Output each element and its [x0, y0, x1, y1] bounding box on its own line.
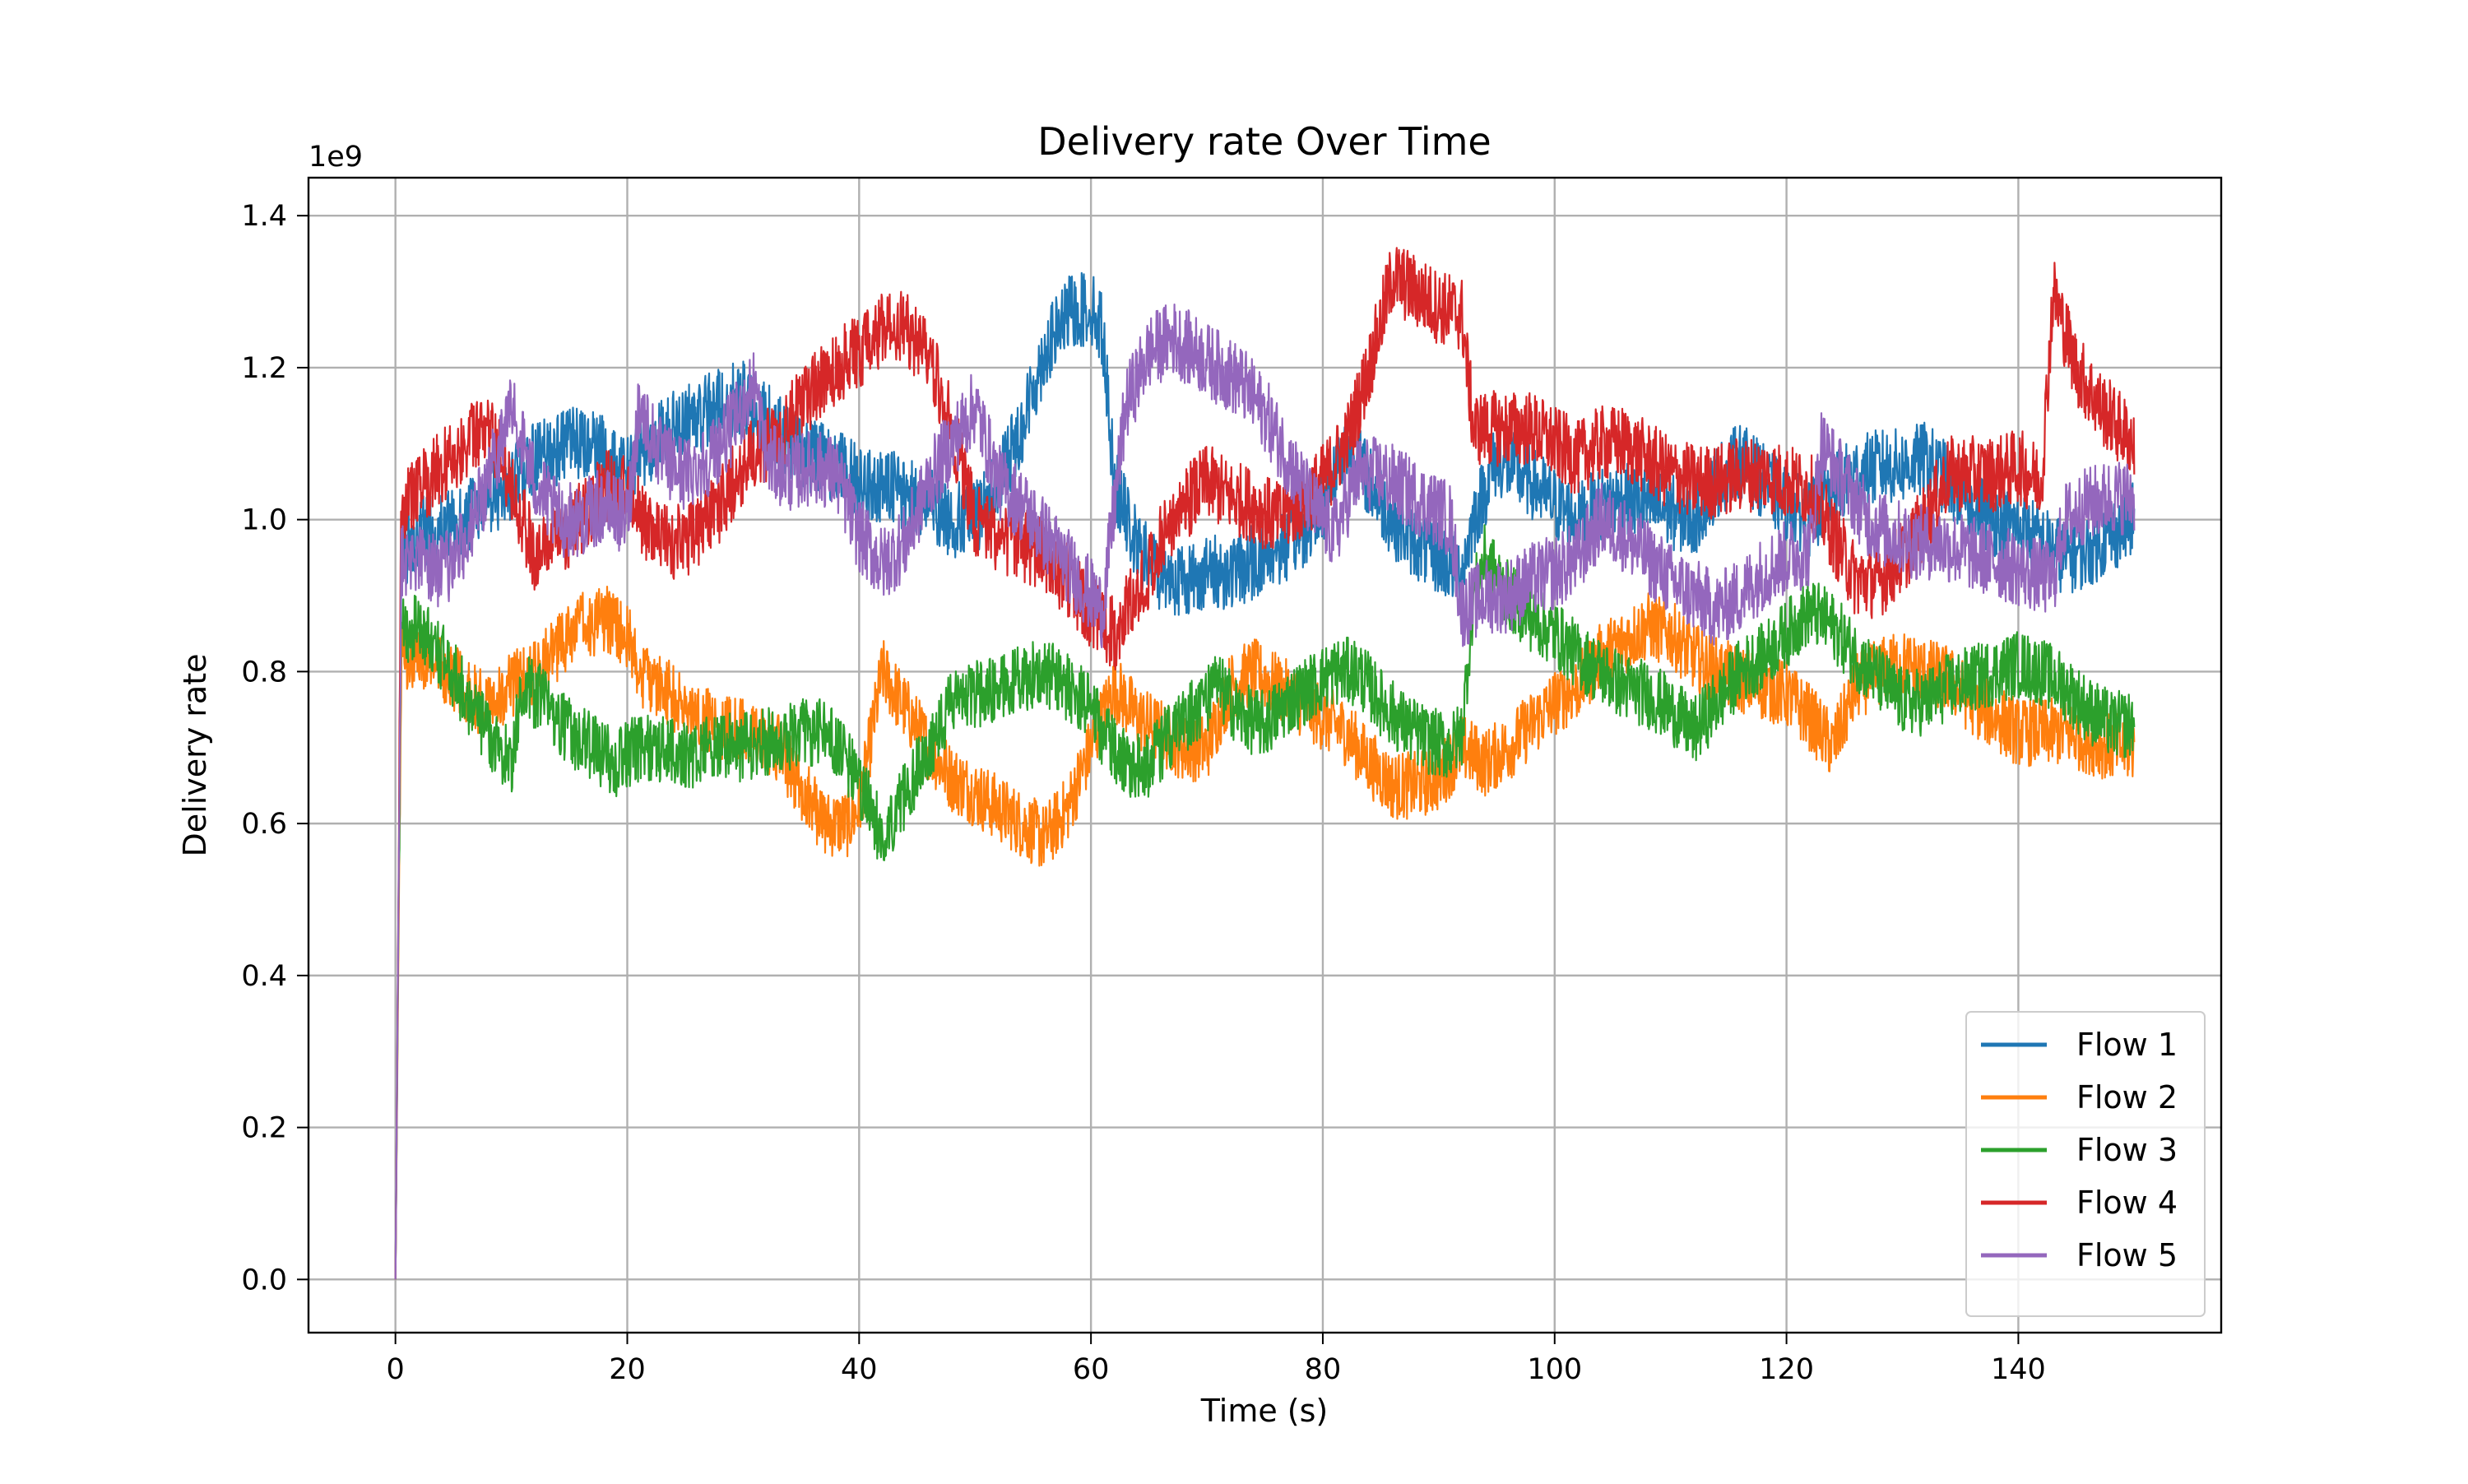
y-axis-offset-label: 1e9	[308, 141, 363, 174]
y-tick-label: 0.2	[241, 1112, 287, 1145]
y-tick-label: 1.0	[241, 504, 287, 537]
y-tick-label: 0.8	[241, 656, 287, 689]
x-tick-label: 0	[387, 1353, 405, 1386]
legend-box	[1965, 1011, 2206, 1317]
x-tick-label: 60	[1073, 1353, 1110, 1386]
x-tick-label: 100	[1527, 1353, 1582, 1386]
legend-label: Flow 3	[2076, 1132, 2178, 1168]
chart-title: Delivery rate Over Time	[1037, 119, 1491, 164]
x-axis-label: Time (s)	[1200, 1393, 1329, 1429]
legend-label: Flow 5	[2076, 1237, 2178, 1273]
y-tick-label: 1.4	[241, 200, 287, 233]
legend-label: Flow 4	[2076, 1185, 2178, 1221]
x-tick-label: 140	[1991, 1353, 2046, 1386]
series-group	[394, 247, 2136, 1280]
legend-label: Flow 2	[2076, 1079, 2178, 1115]
x-tick-label: 80	[1305, 1353, 1342, 1386]
y-tick-label: 0.6	[241, 808, 287, 841]
series-line-flow-1	[394, 271, 2136, 1280]
ticks: 0 20 40 60 80 100 120 140 0.0 0.2 0.4 0.6 0.8 1.0 1.2 1…	[241, 200, 2045, 1386]
series-line-flow-5	[394, 304, 2136, 1280]
series-line-flow-4	[394, 247, 2136, 1280]
y-axis-label: Delivery rate	[177, 654, 213, 857]
axes-frame	[307, 176, 2223, 1334]
y-tick-label: 0.4	[241, 960, 287, 993]
x-tick-label: 120	[1759, 1353, 1814, 1386]
legend-label: Flow 1	[2076, 1027, 2178, 1063]
y-tick-label: 0.0	[241, 1264, 287, 1296]
series-line-flow-3	[394, 524, 2136, 1280]
x-tick-label: 40	[841, 1353, 878, 1386]
series-line-flow-2	[394, 586, 2136, 1280]
legend: Flow 1 Flow 2 Flow 3 Flow 4 Flow 5	[1965, 1011, 2206, 1317]
y-tick-label: 1.2	[241, 352, 287, 385]
x-tick-label: 20	[609, 1353, 646, 1386]
